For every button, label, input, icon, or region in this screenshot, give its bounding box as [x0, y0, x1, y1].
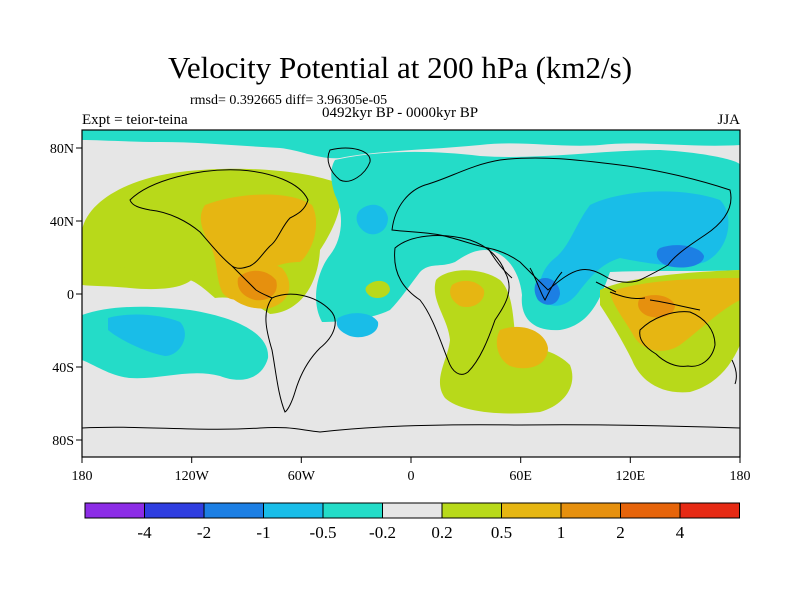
lon-label: 180	[730, 469, 751, 484]
stats-text: rmsd= 0.392665 diff= 3.96305e-05	[190, 93, 388, 108]
lon-label: 60E	[509, 469, 532, 484]
contour-neg-05-samerica	[336, 313, 379, 338]
coast-india	[529, 267, 563, 302]
lon-label: 180	[72, 469, 93, 484]
coast-north-america	[129, 169, 309, 269]
coast-south-america	[265, 293, 336, 413]
coast-arabia	[487, 247, 513, 279]
coast-new-zealand	[731, 359, 737, 385]
colorbar-swatch	[560, 502, 621, 519]
experiment-label: Expt = teior-teina	[82, 112, 188, 128]
colorbar-swatch	[322, 502, 383, 519]
colorbar-label: -4	[137, 523, 152, 542]
coastlines	[82, 147, 740, 433]
coast-australia	[639, 311, 716, 367]
contour-negative-south-pacific-inner	[108, 314, 185, 356]
lat-label: 80S	[52, 434, 74, 449]
coast-antarctica	[82, 424, 740, 433]
lon-label: 60W	[288, 469, 316, 484]
colorbar-swatch	[144, 502, 205, 519]
contour-05-australia	[610, 278, 740, 351]
lat-label: 40N	[50, 215, 74, 230]
colorbar-swatch	[620, 502, 681, 519]
colorbar: -4 -2 -1 -0.5 -0.2 0.2 0.5 1 2 4	[84, 502, 740, 542]
colorbar-label: 0.2	[431, 523, 452, 542]
axis-ticks	[76, 147, 741, 463]
contour-fill-layer	[82, 130, 740, 414]
contour-neg-1-west-pacific	[656, 245, 704, 268]
contour-positive-pacific	[82, 266, 196, 290]
coast-eurasia	[391, 157, 732, 291]
lon-label: 0	[408, 469, 415, 484]
colorbar-swatch	[263, 502, 324, 519]
colorbar-swatch	[382, 502, 443, 519]
coast-maritime-islands	[595, 281, 701, 311]
season-label: JJA	[717, 112, 740, 128]
contour-positive-pacific-west	[82, 234, 93, 254]
colorbar-swatch	[441, 502, 502, 519]
colorbar-label: -0.5	[310, 523, 337, 542]
lat-label: 80N	[50, 142, 74, 157]
colorbar-swatch	[501, 502, 562, 519]
coast-africa	[394, 235, 510, 375]
colorbar-label: 2	[616, 523, 625, 542]
contour-neg-05-asia	[539, 191, 729, 306]
colorbar-swatch	[203, 502, 264, 519]
contour-05-africa-south	[496, 326, 548, 369]
lat-label: 0	[67, 288, 74, 303]
colorbar-label: -1	[256, 523, 270, 542]
colorbar-label: 0.5	[491, 523, 512, 542]
colorbar-label: -0.2	[369, 523, 396, 542]
colorbar-label: -2	[197, 523, 211, 542]
period-label: 0492kyr BP - 0000kyr BP	[322, 105, 479, 121]
coast-central-america	[231, 265, 273, 299]
colorbar-swatch	[84, 502, 145, 519]
colorbar-label: 1	[557, 523, 566, 542]
contour-1-maritime	[638, 295, 675, 318]
colorbar-swatch	[679, 502, 740, 519]
contour-negative-arctic	[82, 130, 740, 159]
map-title: Velocity Potential at 200 hPa (km2/s)	[167, 50, 633, 85]
lat-label: 40S	[52, 361, 74, 376]
lon-label: 120E	[616, 469, 646, 484]
contour-05-africa-north	[450, 280, 485, 308]
colorbar-label: 4	[676, 523, 685, 542]
contour-1-central-america	[237, 270, 277, 301]
contour-positive-atlantic-small	[365, 280, 390, 298]
lon-label: 120W	[175, 469, 210, 484]
contour-neg-05-atlantic	[356, 204, 388, 235]
coast-greenland	[327, 147, 371, 182]
